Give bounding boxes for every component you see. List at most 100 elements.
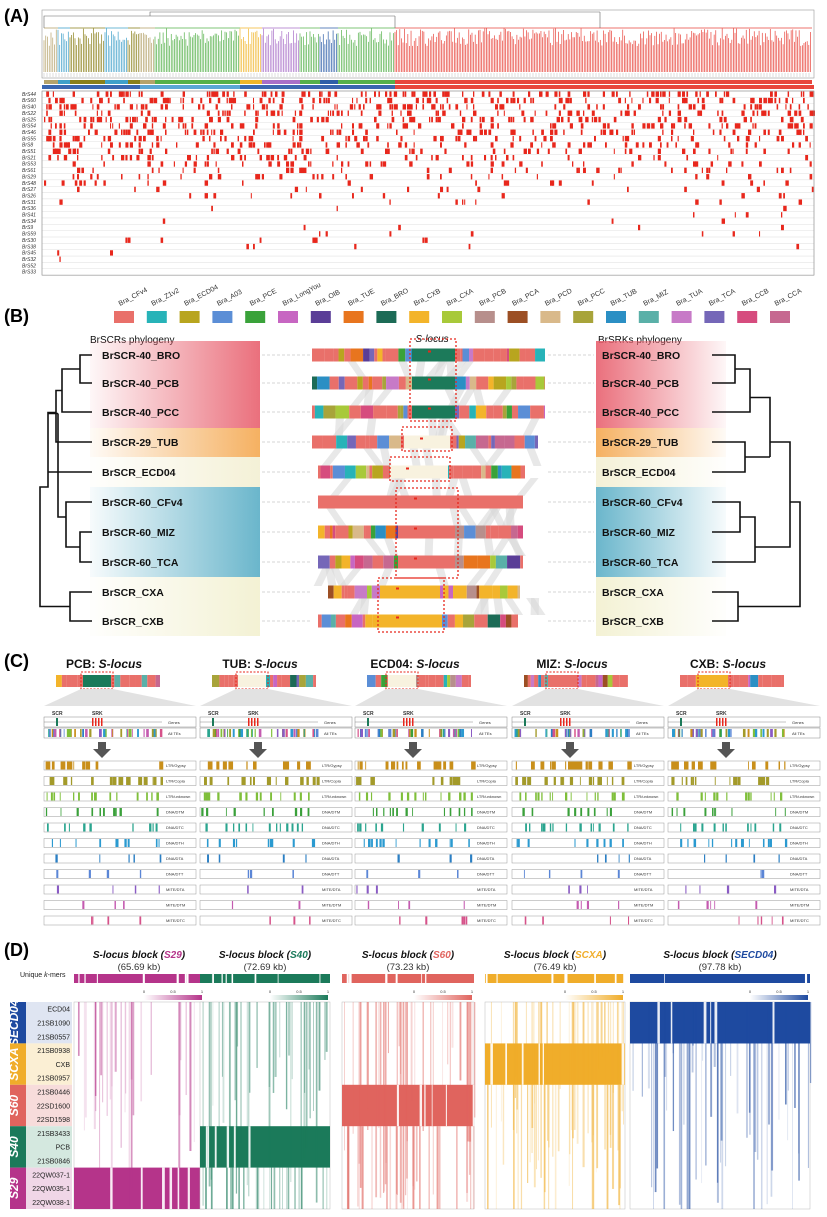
synteny-link <box>458 478 473 496</box>
te-mark <box>626 729 629 737</box>
te-mark <box>695 729 698 737</box>
te-mark <box>545 729 547 737</box>
te-element <box>697 761 703 770</box>
haplotype-label: BrS8 <box>22 143 33 149</box>
haplotype-label: BrS51 <box>22 149 36 155</box>
te-track-label: LTR/unknown <box>790 794 814 799</box>
kmer-streak <box>472 1126 475 1209</box>
te-mark <box>229 729 232 737</box>
legend-label: Bra_TUB <box>610 288 639 308</box>
te-track <box>354 853 508 864</box>
haplotype-mark <box>431 104 435 110</box>
haplotype-mark <box>719 97 722 104</box>
kmer-streak <box>512 1002 515 1131</box>
haplotype-mark <box>110 116 112 123</box>
te-element <box>365 792 369 801</box>
haplotype-mark <box>136 129 139 135</box>
haplotype-mark <box>565 97 569 104</box>
te-track <box>199 869 353 879</box>
te-element <box>708 839 710 847</box>
haplotype-mark <box>789 104 792 110</box>
kmer-gap <box>177 1167 180 1209</box>
haplotype-mark <box>620 110 623 116</box>
haplotype-mark <box>349 104 353 110</box>
genome-segment <box>453 465 463 479</box>
haplotype-mark <box>481 129 483 135</box>
te-element <box>91 808 94 816</box>
haplotype-mark <box>413 142 415 148</box>
te-mark <box>105 729 107 737</box>
haplotype-mark <box>195 142 199 148</box>
synteny-link <box>362 448 385 466</box>
haplotype-mark <box>77 148 79 154</box>
te-element <box>428 839 431 847</box>
genome-segment <box>366 465 370 479</box>
haplotype-mark <box>600 129 603 135</box>
haplotype-mark <box>352 104 354 110</box>
haplotype-mark <box>380 161 383 167</box>
chrom-segment <box>758 675 763 687</box>
haplotype-mark <box>561 116 564 123</box>
down-arrow-icon <box>93 742 111 758</box>
haplotype-mark <box>310 148 312 154</box>
haplotype-mark <box>748 129 752 135</box>
haplotype-mark <box>508 116 511 123</box>
kmer-streak <box>653 1043 654 1209</box>
srk-taxon-label: BrSCR-60_TCA <box>602 557 679 569</box>
kmer-streak <box>710 1043 713 1117</box>
haplotype-label: BrS59 <box>22 232 36 238</box>
kmer-streak <box>540 1002 542 1178</box>
haplotype-mark <box>360 110 363 116</box>
kmer-gap <box>254 974 257 983</box>
te-element <box>590 823 593 832</box>
haplotype-mark <box>413 129 415 135</box>
te-element <box>366 870 369 878</box>
chrom-segment <box>775 675 782 687</box>
legend-swatch <box>474 311 495 323</box>
haplotype-mark <box>354 243 357 250</box>
haplotype-mark <box>96 91 100 97</box>
haplotype-mark <box>77 186 80 193</box>
te-element <box>75 839 77 847</box>
genome-segment <box>393 555 402 569</box>
haplotype-mark <box>752 123 754 129</box>
te-element <box>160 777 163 785</box>
haplotype-mark <box>378 110 382 116</box>
heatmap-row <box>41 255 815 263</box>
haplotype-mark <box>138 142 141 148</box>
haplotype-mark <box>455 135 458 142</box>
te-mark <box>99 729 102 737</box>
srk-gene <box>98 718 100 726</box>
haplotype-mark <box>147 129 150 135</box>
haplotype-mark <box>299 123 302 129</box>
srk-label: SRK <box>403 711 414 717</box>
haplotype-label: BrS33 <box>22 270 36 276</box>
haplotype-mark <box>510 116 513 123</box>
te-mark <box>625 729 628 737</box>
haplotype-mark <box>244 155 246 161</box>
te-element <box>753 854 756 863</box>
kmer-streak <box>218 1002 220 1149</box>
s-locus-segment <box>398 495 455 509</box>
te-track-label: DNA/DTC <box>166 825 184 830</box>
kmer-streak <box>451 1002 454 1048</box>
te-mark <box>251 729 253 737</box>
te-mark <box>282 729 285 737</box>
haplotype-mark <box>407 104 411 110</box>
haplotype-mark <box>633 110 636 116</box>
kmer-gap <box>346 974 349 983</box>
te-element <box>587 808 590 816</box>
te-track <box>667 776 821 786</box>
haplotype-mark <box>470 174 473 180</box>
haplotype-mark <box>429 97 432 104</box>
haplotype-mark <box>781 212 783 218</box>
haplotype-mark <box>325 231 328 237</box>
genome-segment <box>479 585 493 599</box>
haplotype-mark <box>140 104 143 110</box>
genome-segment <box>493 376 507 390</box>
te-element <box>112 777 115 785</box>
genome-segment <box>355 465 367 479</box>
